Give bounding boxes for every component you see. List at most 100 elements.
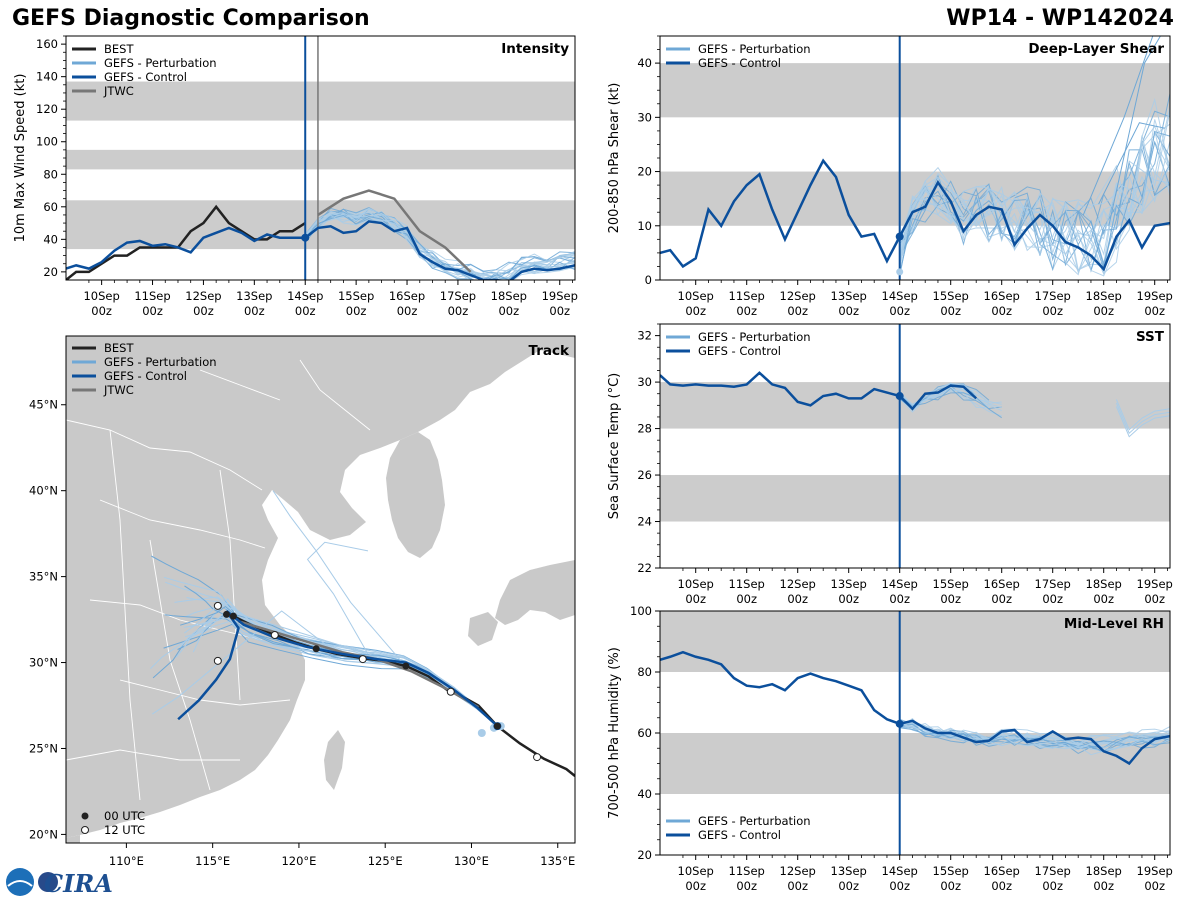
sst-ylabel: Sea Surface Temp (°C) <box>607 373 622 520</box>
rh-xtick-label: 19Sep <box>1137 864 1173 878</box>
rh-xtick-sublabel: 00z <box>787 879 808 893</box>
sst-perturbation-tail-0 <box>1115 406 1170 438</box>
sst-xtick-sublabel: 00z <box>838 592 859 606</box>
shear-legend-label: GEFS - Control <box>698 56 781 70</box>
sst-xtick-sublabel: 00z <box>685 592 706 606</box>
perturbation-track-19 <box>183 602 498 727</box>
shear-ytick-label: 20 <box>637 165 652 179</box>
shear-perturbation-member-18 <box>899 130 1170 277</box>
sst-ytick-label: 22 <box>637 561 652 575</box>
intensity-legend-label: JTWC <box>103 84 134 98</box>
intensity-xtick-sublabel: 00z <box>346 304 367 318</box>
rh-ytick-label: 80 <box>637 665 652 679</box>
track-legend-label: GEFS - Perturbation <box>104 355 217 369</box>
sst-title: SST <box>1136 329 1165 345</box>
shear-xtick-label: 13Sep <box>831 289 867 303</box>
intensity-perturbation-member-19 <box>304 214 575 280</box>
best-00utc-marker <box>222 610 230 618</box>
rh-ylabel: 700-500 hPa Humidity (%) <box>607 647 622 819</box>
rh-xtick-sublabel: 00z <box>1093 879 1114 893</box>
sst-ytick-label: 30 <box>637 375 652 389</box>
intensity-plot-area <box>66 36 575 280</box>
marker-legend-12utc <box>81 826 89 834</box>
control-12utc-marker <box>213 656 222 665</box>
best-12utc-marker <box>446 687 455 696</box>
perturbation-track-outlier-1 <box>306 541 369 655</box>
sst-perturbation-tail-2 <box>1115 399 1170 431</box>
rh-ytick-label: 20 <box>637 848 652 862</box>
track-frame <box>65 335 576 844</box>
sst-ytick-label: 26 <box>637 468 652 482</box>
rh-legend-label: GEFS - Control <box>698 828 781 842</box>
track-xtick-label: 120°E <box>281 854 316 868</box>
shear-ytick-label: 0 <box>645 273 652 287</box>
jtwc-intensity-line <box>317 189 472 273</box>
rh-control-line <box>660 650 1170 766</box>
track-xtick-label: 115°E <box>195 854 230 868</box>
track-xtick-label: 130°E <box>454 854 489 868</box>
best-00utc-marker <box>229 612 237 620</box>
shear-xtick-sublabel: 00z <box>889 304 910 318</box>
intensity-xtick-label: 17Sep <box>440 289 476 303</box>
shear-control-line <box>660 158 1170 272</box>
korea-landmass <box>386 432 445 558</box>
intensity-xtick-label: 15Sep <box>338 289 374 303</box>
kyushu-landmass <box>468 612 498 646</box>
shear-xtick-sublabel: 00z <box>838 304 859 318</box>
track-legend-label: BEST <box>104 341 134 355</box>
best-12utc-marker <box>533 753 542 762</box>
sst-xtick-label: 11Sep <box>729 577 765 591</box>
shear-perturbation-outlier-1 <box>1098 122 1166 205</box>
intensity-control-line <box>66 220 575 280</box>
shear-xtick-sublabel: 00z <box>736 304 757 318</box>
intensity-xtick-label: 18Sep <box>491 289 527 303</box>
intensity-xtick-sublabel: 00z <box>498 304 519 318</box>
intensity-ytick-label: 20 <box>43 265 58 279</box>
rh-xtick-sublabel: 00z <box>991 879 1012 893</box>
track-ytick-label: 20°N <box>29 827 58 841</box>
sst-xtick-sublabel: 00z <box>889 592 910 606</box>
sst-xtick-sublabel: 00z <box>1093 592 1114 606</box>
intensity-xtick-sublabel: 00z <box>295 304 316 318</box>
intensity-band-1 <box>66 149 575 170</box>
marker-legend-00utc <box>81 812 89 820</box>
province-borders <box>66 359 371 801</box>
rh-xtick-sublabel: 00z <box>1144 879 1165 893</box>
best-00utc-marker <box>312 645 320 653</box>
cira-globe-icon <box>38 872 58 892</box>
perturbation-track-16 <box>163 576 498 727</box>
rh-xtick-sublabel: 00z <box>940 879 961 893</box>
intensity-ytick-label: 80 <box>43 167 58 181</box>
panel-shear: 01020304010Sep00z11Sep00z12Sep00z13Sep00… <box>607 35 1173 318</box>
sst-frame <box>659 323 1171 569</box>
sst-legend-label: GEFS - Perturbation <box>698 330 811 344</box>
rh-ytick-label: 100 <box>630 604 652 618</box>
intensity-title: Intensity <box>501 41 569 57</box>
intensity-xtick-sublabel: 00z <box>193 304 214 318</box>
sst-xtick-sublabel: 00z <box>1042 592 1063 606</box>
shear-perturbation-outlier-0 <box>1082 36 1154 216</box>
intensity-xtick-label: 12Sep <box>185 289 221 303</box>
intensity-ytick-label: 60 <box>43 200 58 214</box>
sst-plot-area <box>660 324 1170 568</box>
intensity-xtick-label: 11Sep <box>134 289 170 303</box>
rh-xtick-label: 16Sep <box>984 864 1020 878</box>
rh-plot-area <box>660 611 1170 855</box>
cira-logo-text: CIRA <box>44 869 113 898</box>
rh-perturbation-member-19 <box>899 722 1170 751</box>
shear-xtick-sublabel: 00z <box>1093 304 1114 318</box>
shear-xtick-label: 11Sep <box>729 289 765 303</box>
rh-title: Mid-Level RH <box>1064 616 1164 632</box>
sst-xtick-label: 18Sep <box>1086 577 1122 591</box>
rh-perturbation-member-17 <box>899 719 1170 745</box>
rh-xtick-label: 14Sep <box>882 864 918 878</box>
track-ytick-label: 40°N <box>29 484 58 498</box>
sst-perturbation-tail-1 <box>1115 402 1170 435</box>
track-ytick-label: 30°N <box>29 656 58 670</box>
sst-xtick-label: 16Sep <box>984 577 1020 591</box>
sst-xtick-label: 19Sep <box>1137 577 1173 591</box>
shear-current-value-marker <box>895 232 904 241</box>
perturbation-track-outlier-2 <box>151 610 334 715</box>
track-marker-legend-label: 12 UTC <box>104 823 145 837</box>
intensity-xtick-label: 19Sep <box>542 289 578 303</box>
